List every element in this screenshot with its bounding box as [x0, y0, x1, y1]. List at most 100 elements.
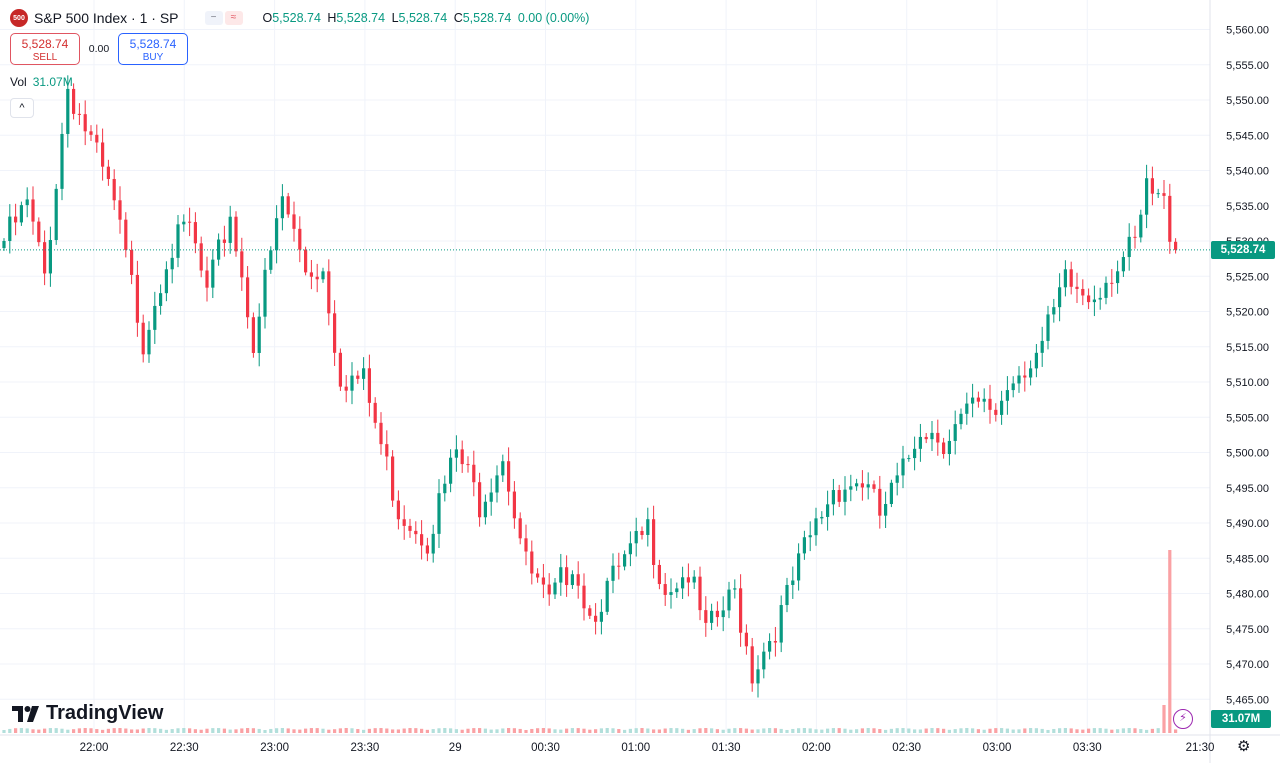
- symbol-logo[interactable]: 500: [10, 9, 28, 27]
- y-tick-label: 5,495.00: [1226, 483, 1269, 495]
- candle-body: [130, 249, 134, 275]
- lightning-icon[interactable]: ⚡: [1173, 709, 1193, 729]
- approx-icon[interactable]: ≈: [224, 11, 243, 25]
- candle-body: [576, 574, 580, 586]
- candle-body: [959, 413, 963, 425]
- volume-bar: [460, 729, 464, 733]
- candle-body: [889, 482, 893, 504]
- volume-bar: [66, 729, 70, 733]
- volume-bar: [31, 729, 35, 733]
- candle-body: [176, 224, 180, 258]
- candle-body: [797, 553, 801, 581]
- candle-body: [826, 504, 830, 517]
- volume-bar: [344, 728, 348, 733]
- volume-bar: [443, 728, 447, 733]
- candle-body: [402, 519, 406, 526]
- candle-body: [1081, 288, 1085, 296]
- candle-body: [942, 442, 946, 455]
- x-tick-label: 03:00: [983, 742, 1012, 754]
- volume-bar: [1046, 729, 1050, 733]
- settings-gear-icon[interactable]: ⚙: [1237, 738, 1251, 755]
- candle-body: [356, 375, 360, 379]
- candle-body: [77, 113, 81, 115]
- minus-icon[interactable]: −: [204, 11, 223, 25]
- y-tick-label: 5,510.00: [1226, 377, 1269, 389]
- volume-bar: [744, 728, 748, 733]
- candle-body: [72, 88, 76, 114]
- volume-bar: [489, 729, 493, 733]
- volume-bar: [234, 729, 238, 733]
- candle-body: [367, 368, 371, 403]
- volume-bar: [1092, 728, 1096, 733]
- y-tick-label: 5,505.00: [1226, 412, 1269, 424]
- candle-body: [1075, 286, 1079, 289]
- volume-bar: [373, 728, 377, 733]
- volume-bar: [304, 728, 308, 733]
- candle-body: [994, 409, 998, 415]
- volume-bar: [1023, 728, 1027, 733]
- volume-bar: [483, 728, 487, 733]
- x-tick-label: 02:30: [892, 742, 921, 754]
- volume-bar: [820, 729, 824, 733]
- candle-body: [1063, 269, 1067, 288]
- sell-button[interactable]: 5,528.74 SELL: [10, 33, 80, 65]
- candle-body: [1005, 390, 1009, 401]
- x-tick-label: 22:30: [170, 742, 199, 754]
- candle-body: [565, 567, 569, 586]
- symbol-title[interactable]: S&P 500 Index · 1 · SP: [34, 10, 179, 26]
- volume-bar: [1139, 729, 1143, 733]
- volume-bar: [25, 728, 29, 733]
- candle-body: [199, 243, 203, 271]
- candle-body: [478, 482, 482, 518]
- candle-body: [744, 632, 748, 647]
- candle-body: [971, 397, 975, 404]
- volume-bar: [646, 728, 650, 733]
- candle-body: [617, 565, 621, 567]
- volume-bar: [130, 729, 134, 733]
- candle-body: [153, 305, 157, 330]
- candle-body: [240, 251, 244, 278]
- candle-body: [66, 88, 70, 134]
- visibility-pill[interactable]: − ≈: [204, 11, 243, 25]
- candle-body: [878, 488, 882, 516]
- candle-body: [1040, 340, 1044, 353]
- volume-bar: [1127, 728, 1131, 733]
- volume-bar: [1058, 728, 1062, 733]
- y-tick-label: 5,470.00: [1226, 659, 1269, 671]
- volume-bar: [553, 729, 557, 733]
- candle-body: [83, 114, 87, 132]
- candle-body: [217, 239, 221, 260]
- volume-bar: [246, 728, 250, 733]
- candle-body: [141, 322, 145, 355]
- candle-body: [14, 216, 18, 223]
- candle-body: [715, 610, 719, 618]
- candle-body: [605, 580, 609, 612]
- collapse-chevron-icon[interactable]: ^: [10, 98, 34, 118]
- volume-bar: [924, 728, 928, 733]
- candle-body: [501, 461, 505, 476]
- buy-price: 5,528.74: [129, 37, 177, 51]
- candle-body: [1058, 287, 1062, 308]
- candle-body: [686, 577, 690, 583]
- candle-body: [228, 216, 232, 243]
- volume-bar: [60, 728, 64, 733]
- candle-body: [205, 270, 209, 288]
- candle-body: [1017, 375, 1021, 384]
- volume-bar: [559, 729, 563, 733]
- candle-body: [454, 449, 458, 458]
- volume-bar: [135, 729, 139, 733]
- volume-bar: [147, 728, 151, 733]
- volume-bar: [1162, 705, 1166, 733]
- x-tick-label: 23:30: [351, 742, 380, 754]
- candle-body: [623, 554, 627, 567]
- last-price-tag: 5,528.74: [1211, 241, 1275, 259]
- buy-button[interactable]: 5,528.74 BUY: [118, 33, 188, 65]
- candle-body: [269, 250, 273, 270]
- candle-body: [275, 218, 279, 251]
- volume-bar: [222, 728, 226, 733]
- candle-body: [298, 228, 302, 250]
- candle-layer: [2, 75, 1178, 698]
- x-tick-label: 29: [449, 742, 462, 754]
